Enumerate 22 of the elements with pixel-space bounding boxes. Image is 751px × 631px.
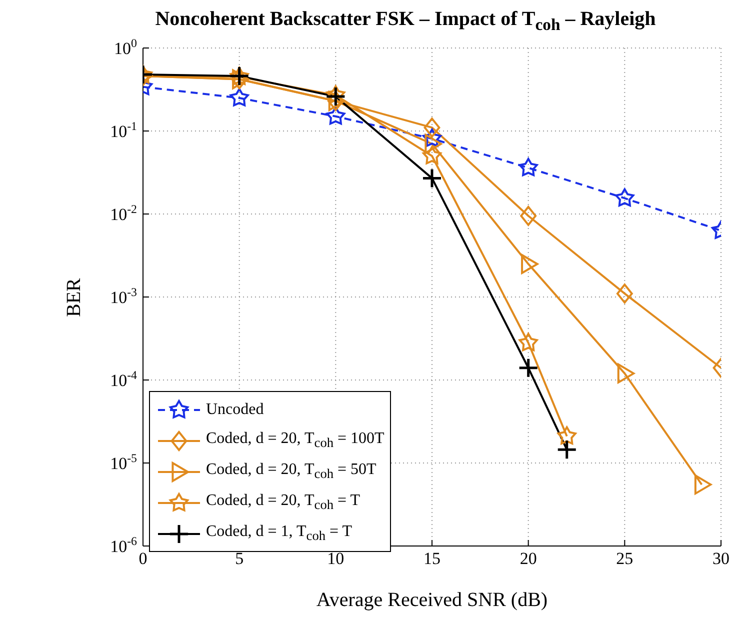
y-tick-label: 10$^{-3}$ [110, 285, 138, 307]
chart-title: Noncoherent Backscatter FSK – Impact of T$_{coh}$ – Rayleigh [155, 8, 656, 34]
y-tick-label: 10$^{-1}$ [110, 119, 138, 141]
x-axis-title: Average Received SNR (dB) [316, 589, 548, 611]
legend-label: Coded, d = 1, T$_{coh}$ = T [206, 522, 352, 544]
x-tick-label: 5 [235, 549, 244, 568]
y-tick-label: 10$^{-6}$ [110, 534, 138, 556]
x-tick-label: 30 [712, 549, 730, 568]
x-tick-label: 20 [520, 549, 537, 568]
y-tick-label: 10$^{-2}$ [110, 202, 138, 224]
y-axis-title: BER [63, 277, 86, 317]
x-tick-label: 15 [424, 549, 440, 568]
legend-label: Coded, d = 20, T$_{coh}$ = 50T [206, 460, 376, 482]
x-tick-label: 0 [138, 549, 148, 568]
y-tick-label: 10$^{-5}$ [110, 451, 138, 473]
legend-label: Coded, d = 20, T$_{coh}$ = 100T [206, 430, 384, 452]
legend-label: Coded, d = 20, T$_{coh}$ = T [206, 492, 360, 514]
y-tick-label: 10$^{0}$ [114, 36, 138, 58]
legend-label: Uncoded [206, 400, 264, 418]
x-tick-label: 10 [327, 549, 344, 568]
y-tick-label: 10$^{-4}$ [110, 368, 138, 390]
x-tick-label: 25 [616, 549, 634, 568]
